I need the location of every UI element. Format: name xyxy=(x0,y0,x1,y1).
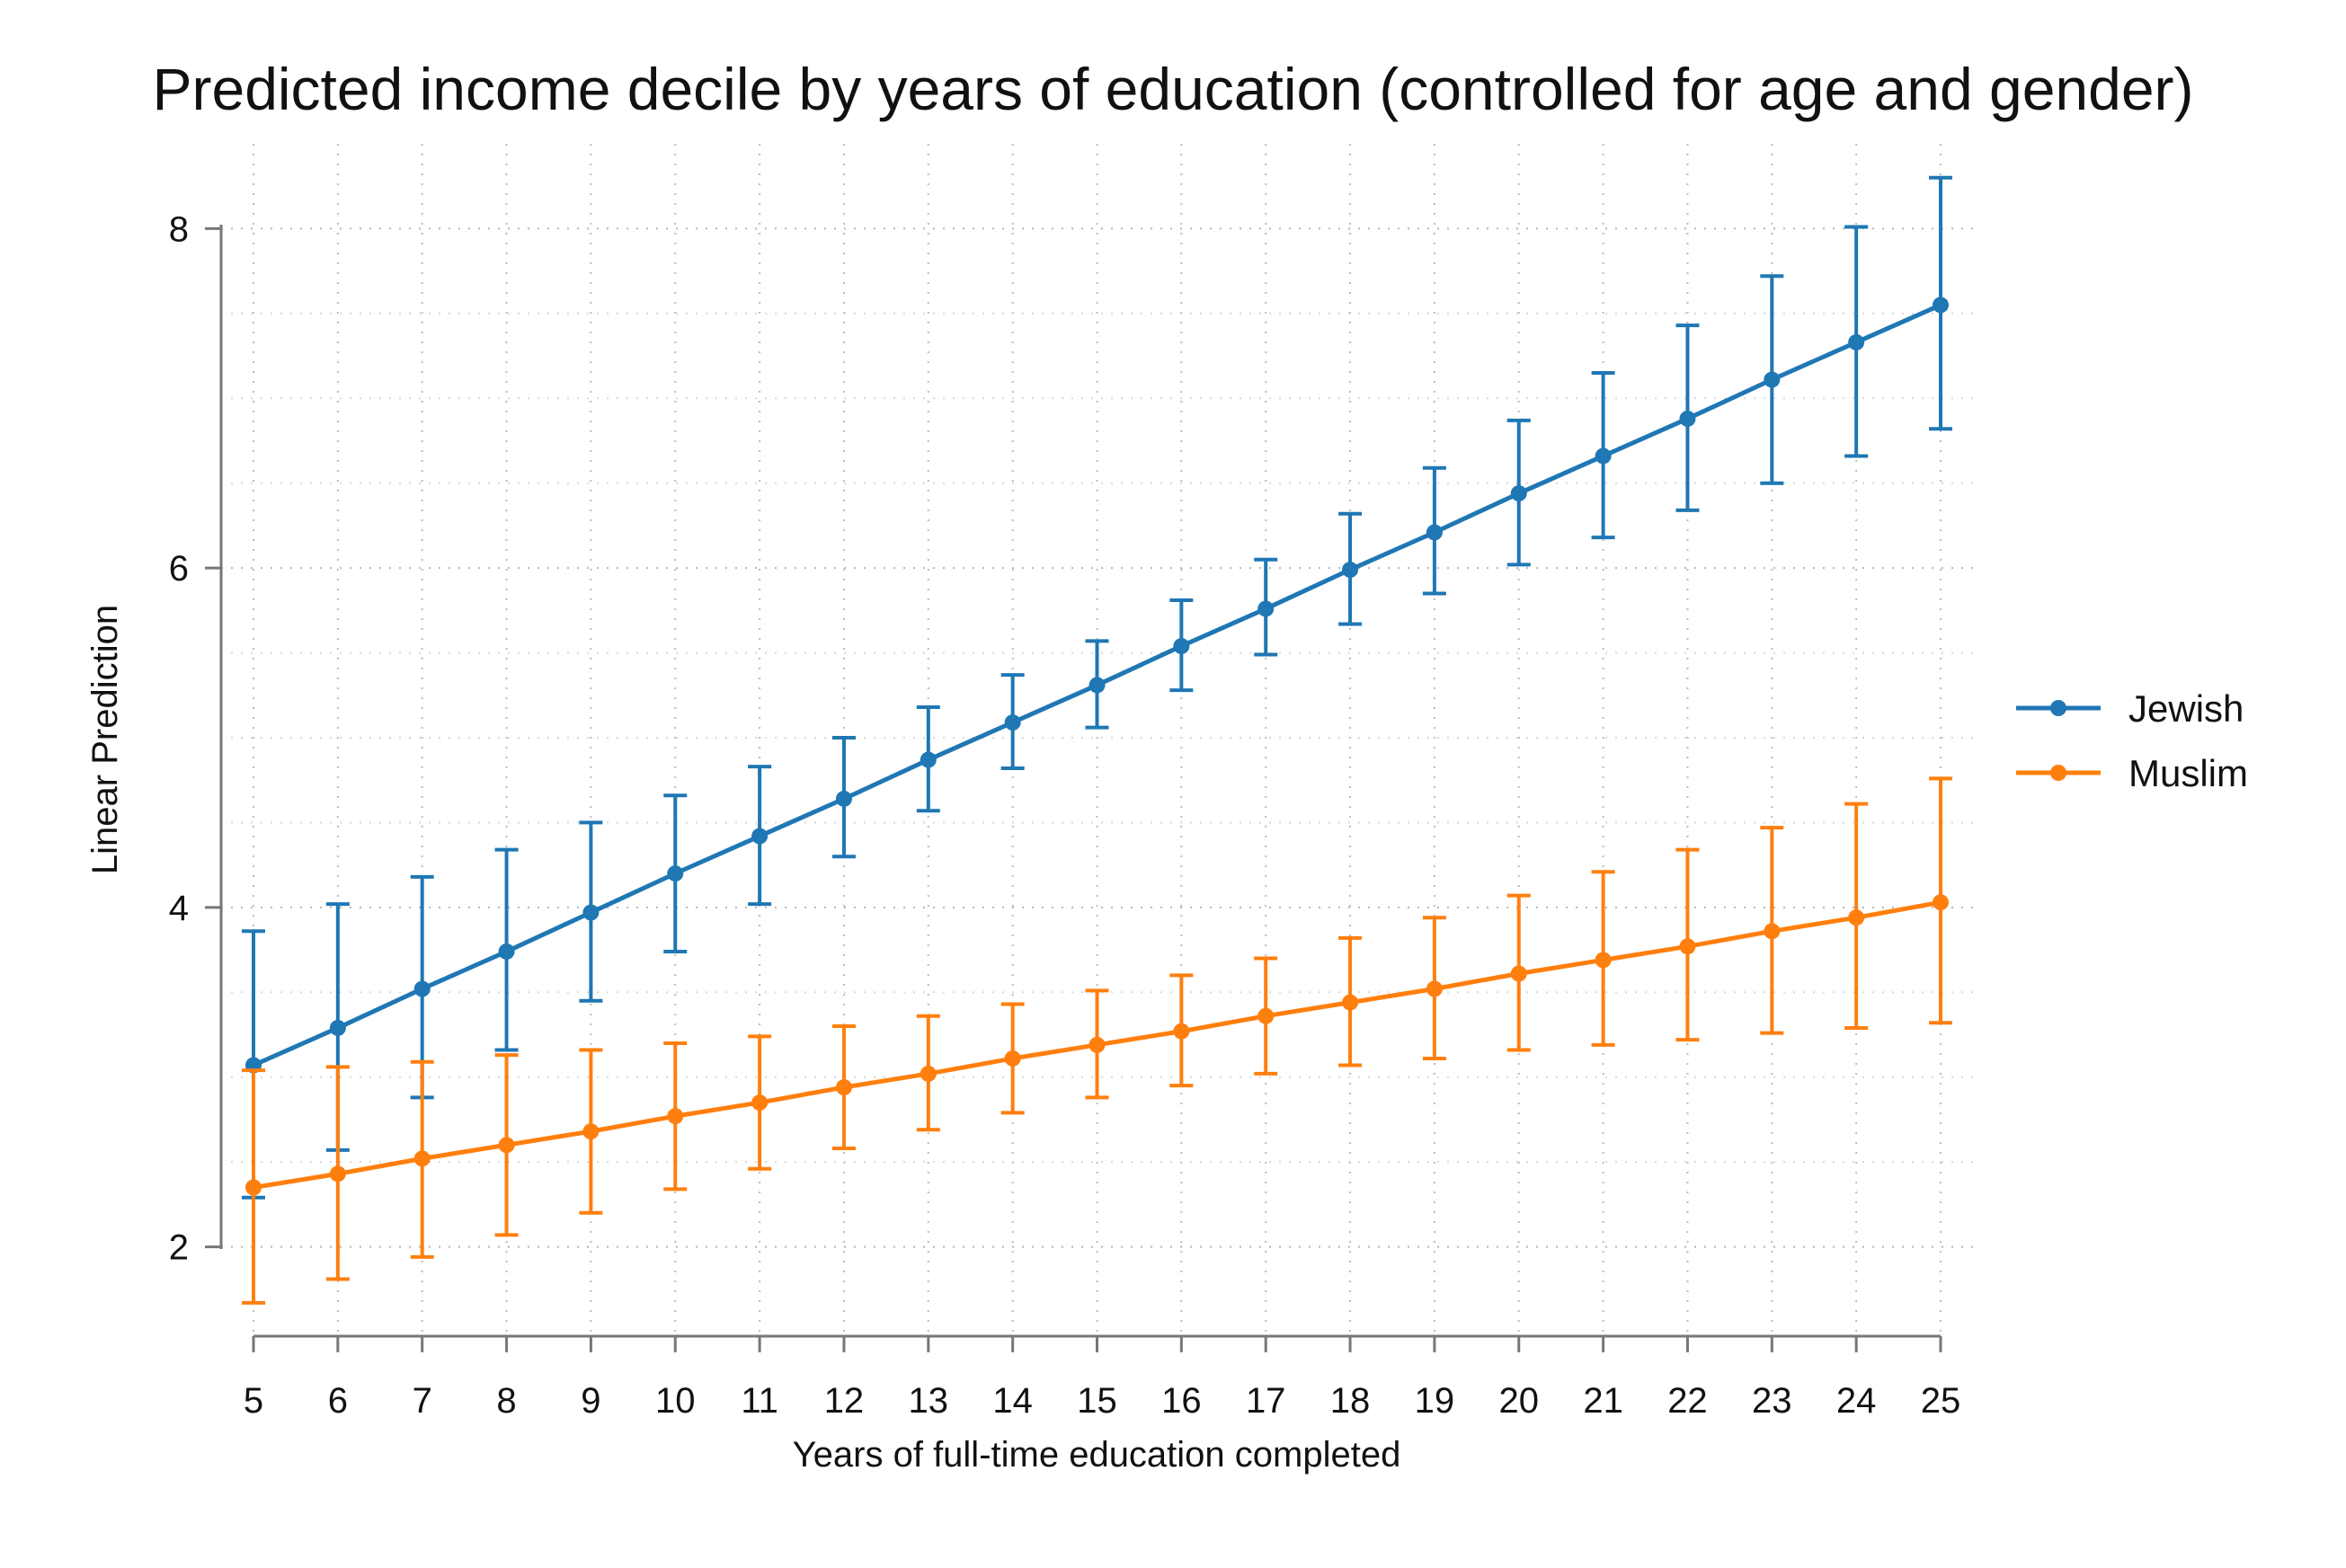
x-tick-label-13: 13 xyxy=(909,1381,949,1421)
legend: Jewish Muslim xyxy=(2016,687,2248,794)
y-tick-label-4: 4 xyxy=(169,889,189,928)
data-point-muslim-25 xyxy=(1933,894,1949,911)
x-tick-label-7: 7 xyxy=(413,1381,432,1421)
data-point-muslim-12 xyxy=(835,1079,852,1096)
x-tick-label-22: 22 xyxy=(1667,1381,1708,1421)
y-tick-label-6: 6 xyxy=(169,549,189,589)
x-tick-label-8: 8 xyxy=(496,1381,516,1421)
data-point-jewish-10 xyxy=(667,865,684,882)
x-tick-label-24: 24 xyxy=(1836,1381,1877,1421)
x-tick-label-9: 9 xyxy=(581,1381,600,1421)
data-point-muslim-16 xyxy=(1173,1023,1190,1040)
x-tick-label-18: 18 xyxy=(1330,1381,1371,1421)
x-tick-label-15: 15 xyxy=(1077,1381,1117,1421)
data-point-jewish-11 xyxy=(751,828,769,845)
data-point-jewish-19 xyxy=(1426,524,1443,541)
data-point-jewish-21 xyxy=(1595,447,1612,465)
x-tick-label-6: 6 xyxy=(328,1381,348,1421)
series-muslim xyxy=(242,776,1952,1305)
plot-area xyxy=(242,175,1952,1305)
y-axis-ticks: 2 4 6 8 xyxy=(169,209,221,1268)
data-point-muslim-14 xyxy=(1004,1050,1021,1067)
x-tick-label-12: 12 xyxy=(824,1381,865,1421)
data-point-muslim-23 xyxy=(1764,923,1781,940)
data-point-jewish-17 xyxy=(1257,600,1275,617)
x-tick-label-25: 25 xyxy=(1921,1381,1961,1421)
legend-item-jewish: Jewish xyxy=(2016,687,2244,730)
data-point-jewish-25 xyxy=(1933,297,1949,314)
data-point-jewish-6 xyxy=(329,1019,346,1036)
data-point-jewish-8 xyxy=(498,943,515,960)
data-point-jewish-7 xyxy=(413,980,431,997)
data-point-jewish-23 xyxy=(1764,371,1781,388)
y-tick-label-8: 8 xyxy=(169,209,189,249)
data-point-muslim-19 xyxy=(1426,980,1443,997)
legend-marker-jewish xyxy=(2050,700,2066,716)
data-point-jewish-24 xyxy=(1848,333,1865,350)
x-tick-label-10: 10 xyxy=(655,1381,696,1421)
x-tick-label-14: 14 xyxy=(992,1381,1033,1421)
data-point-jewish-9 xyxy=(582,904,600,921)
data-point-muslim-7 xyxy=(413,1150,431,1167)
data-point-muslim-22 xyxy=(1679,938,1696,955)
data-point-muslim-11 xyxy=(751,1094,769,1112)
x-tick-label-11: 11 xyxy=(741,1381,778,1421)
x-tick-label-20: 20 xyxy=(1499,1381,1540,1421)
data-point-jewish-20 xyxy=(1510,485,1527,502)
data-point-muslim-15 xyxy=(1089,1036,1106,1053)
data-point-muslim-6 xyxy=(329,1165,346,1183)
data-point-muslim-24 xyxy=(1848,909,1865,926)
data-point-jewish-13 xyxy=(920,751,937,768)
data-point-jewish-12 xyxy=(835,790,852,807)
data-point-jewish-14 xyxy=(1004,714,1021,731)
x-tick-label-17: 17 xyxy=(1246,1381,1286,1421)
data-point-muslim-20 xyxy=(1510,965,1527,982)
data-point-jewish-22 xyxy=(1679,410,1696,427)
data-point-muslim-8 xyxy=(498,1137,515,1154)
data-point-jewish-16 xyxy=(1173,638,1190,655)
data-point-muslim-9 xyxy=(582,1123,600,1140)
legend-item-muslim: Muslim xyxy=(2016,752,2248,794)
grid-lines xyxy=(221,144,1977,1332)
data-point-jewish-15 xyxy=(1089,677,1106,694)
data-point-jewish-18 xyxy=(1342,562,1359,579)
legend-label-jewish: Jewish xyxy=(2128,687,2244,730)
data-point-muslim-10 xyxy=(667,1108,684,1125)
data-point-muslim-13 xyxy=(920,1065,937,1082)
data-point-muslim-18 xyxy=(1342,994,1359,1011)
data-point-muslim-17 xyxy=(1257,1007,1275,1024)
x-tick-label-23: 23 xyxy=(1752,1381,1792,1421)
legend-label-muslim: Muslim xyxy=(2128,752,2248,794)
data-point-muslim-21 xyxy=(1595,952,1612,969)
x-tick-label-16: 16 xyxy=(1161,1381,1202,1421)
legend-marker-muslim xyxy=(2050,765,2066,781)
chart-title: Predicted income decile by years of educ… xyxy=(152,56,2193,122)
x-axis-ticks: 5 6 7 8 9 10 11 12 13 14 15 16 17 18 19 20 21 22 23 24 25 xyxy=(244,1336,1960,1421)
x-tick-label-19: 19 xyxy=(1415,1381,1455,1421)
data-point-muslim-5 xyxy=(245,1179,262,1196)
x-axis-title: Years of full-time education completed xyxy=(793,1435,1401,1475)
series-jewish xyxy=(242,175,1952,1200)
x-tick-label-21: 21 xyxy=(1583,1381,1623,1421)
y-axis-title: Linear Prediction xyxy=(85,605,125,874)
x-tick-label-5: 5 xyxy=(244,1381,263,1421)
y-tick-label-2: 2 xyxy=(169,1228,189,1268)
